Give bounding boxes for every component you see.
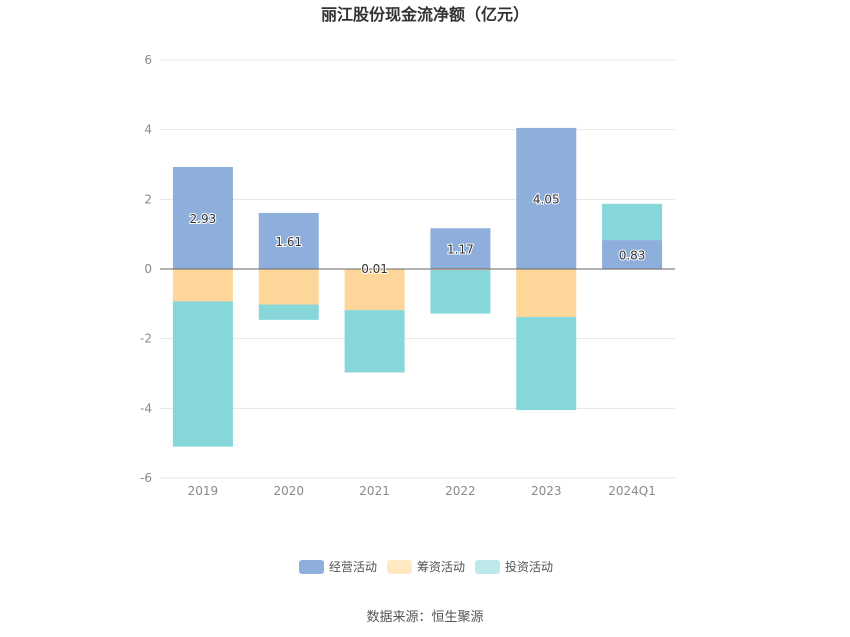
legend-label: 筹资活动 — [417, 560, 465, 574]
y-tick-label: 4 — [144, 123, 152, 137]
grid-lines — [160, 59, 675, 479]
legend-label: 投资活动 — [505, 559, 553, 574]
y-tick-label: 6 — [144, 53, 152, 67]
bar-投资活动-2024Q1 — [602, 203, 663, 241]
bar-经营活动-2019 — [172, 166, 233, 269]
x-tick-label: 2024Q1 — [608, 484, 656, 498]
legend: 经营活动 筹资活动 投资活动 — [299, 559, 553, 574]
bar-投资活动-2021 — [344, 310, 405, 373]
x-tick-label: 2019 — [188, 484, 219, 498]
y-tick-label: 2 — [144, 192, 152, 206]
y-tick-label: 0 — [144, 262, 152, 276]
legend-swatch — [299, 560, 324, 574]
bar-投资活动-2019 — [172, 301, 233, 447]
bar-投资活动-2020 — [258, 304, 319, 320]
legend-swatch — [475, 560, 500, 574]
x-tick-label: 2020 — [273, 484, 304, 498]
data-label: 0.01 — [361, 262, 388, 276]
bar-筹资活动-2023 — [516, 269, 577, 318]
legend-swatch — [387, 560, 412, 574]
data-labels: 2.93 1.61 0.01 1.17 4.05 0.83 — [189, 191, 647, 277]
legend-label: 经营活动 — [329, 560, 377, 574]
bar-筹资活动-2019 — [172, 269, 233, 302]
data-label: 2.93 — [190, 212, 217, 226]
data-label: 0.83 — [619, 249, 646, 263]
y-axis: 6 4 2 0 -2 -4 -6 — [140, 53, 152, 485]
y-tick-label: -4 — [140, 401, 152, 415]
bar-经营活动-2020 — [258, 212, 319, 269]
data-label: 1.61 — [275, 235, 302, 249]
y-tick-label: -2 — [140, 332, 152, 346]
bar-经营活动-2023 — [516, 127, 577, 269]
bar-投资活动-2022 — [430, 270, 491, 314]
bar-经营活动-2024Q1 — [602, 240, 663, 269]
chart-title: 丽江股份现金流净额（亿元） — [321, 5, 529, 24]
bar-经营活动-2022 — [430, 228, 491, 269]
bar-筹资活动-2022 — [430, 269, 491, 271]
bar-投资活动-2023 — [516, 317, 577, 411]
x-axis: 2019 2020 2021 2022 2023 2024Q1 — [188, 484, 656, 498]
source-note: 数据来源：恒生聚源 — [366, 610, 483, 625]
data-label: 1.17 — [447, 243, 474, 257]
x-tick-label: 2023 — [531, 484, 562, 498]
bar-筹资活动-2020 — [258, 269, 319, 305]
bars — [172, 127, 663, 447]
x-tick-label: 2021 — [359, 484, 390, 498]
data-label: 4.05 — [533, 192, 560, 206]
bar-筹资活动-2021 — [344, 269, 405, 311]
x-tick-label: 2022 — [445, 484, 476, 498]
y-tick-label: -6 — [140, 471, 152, 485]
